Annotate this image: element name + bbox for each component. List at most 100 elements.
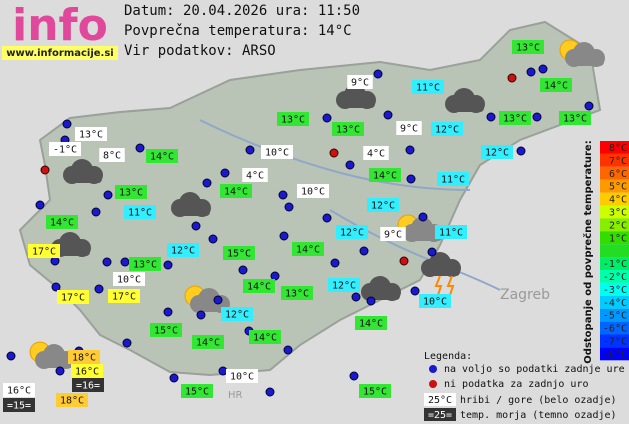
station-label-box (220, 184, 252, 198)
station-label-box (68, 350, 100, 364)
station-label-box (396, 121, 422, 135)
cloud-part (406, 233, 442, 241)
station-label-box (297, 184, 329, 198)
station-dot (208, 234, 218, 244)
country-code: HR (228, 390, 243, 401)
station-dot (410, 286, 420, 296)
legend-mountain-box (424, 393, 456, 406)
cloud-part (193, 304, 229, 312)
station-dot (359, 246, 369, 256)
scale-cell (600, 166, 629, 180)
cloud-icon (35, 344, 75, 369)
scale-title: Odstopanje od povprečne temperature: (582, 140, 594, 363)
station-dot (322, 113, 332, 123)
station-label: 15°C (185, 387, 209, 398)
station-label-box (437, 172, 469, 186)
legend-dot-blue (429, 365, 437, 373)
station-label-box (57, 290, 89, 304)
station-dot-missing (329, 148, 339, 158)
station-label-box (363, 146, 389, 160)
legend-sea-text: temp. morja (temno ozadje) (460, 410, 617, 421)
scale-cell (600, 179, 629, 193)
station-dot (516, 146, 526, 156)
station-label-box (226, 369, 258, 383)
station-label-box (367, 198, 399, 212)
scale-cell (600, 153, 629, 167)
scale-cell (600, 347, 629, 361)
station-label: 10°C (423, 297, 447, 308)
station-label: 17°C (112, 292, 136, 303)
station-dot (62, 119, 72, 129)
station-label: 10°C (117, 275, 141, 286)
cloud-icon (63, 159, 103, 184)
station-label: 14°C (544, 81, 568, 92)
station-dot (373, 69, 383, 79)
station-dot (135, 143, 145, 153)
source-line: Vir podatkov: ARSO (124, 43, 276, 59)
cloud-icon (190, 288, 230, 313)
scale-label: 3°C (609, 207, 627, 218)
cloud-icon (336, 84, 376, 109)
station-label-box (481, 145, 513, 159)
station-label-box (72, 378, 104, 392)
station-dot (120, 257, 130, 267)
station-label: 4°C (367, 149, 385, 160)
station-dot (345, 160, 355, 170)
station-dot (35, 200, 45, 210)
station-label: 17°C (32, 247, 56, 258)
station-label: 9°C (400, 124, 418, 135)
scale-label: -6°C (603, 324, 627, 335)
scale-cell (600, 257, 629, 270)
station-label-box (99, 148, 125, 162)
station-label: 15°C (363, 387, 387, 398)
cloud-part (54, 248, 90, 256)
station-label-box (347, 75, 373, 89)
station-label-box (150, 323, 182, 337)
cloud-part (174, 208, 210, 216)
station-label-box (277, 112, 309, 126)
station-label: 9°C (384, 230, 402, 241)
station-dot (50, 256, 60, 266)
station-label-box (167, 243, 199, 257)
station-dot (163, 307, 173, 317)
scale-cell (600, 334, 629, 348)
station-label-box (242, 168, 268, 182)
station-dot-missing (40, 165, 50, 175)
station-dot (427, 247, 437, 257)
scale-label: 6°C (609, 169, 627, 180)
station-label: 14°C (150, 152, 174, 163)
station-label: 12°C (225, 310, 249, 321)
station-label-box (71, 364, 103, 378)
station-label: 8°C (103, 151, 121, 162)
station-dot (278, 190, 288, 200)
station-dot (55, 366, 65, 376)
river (199, 119, 471, 191)
station-label: 12°C (171, 246, 195, 257)
cloud-icon (565, 42, 605, 67)
scale-cell (600, 282, 629, 296)
station-label: 13°C (503, 114, 527, 125)
legend-mountain-sample: 25°C (428, 395, 452, 406)
scale-label: -2°C (603, 272, 627, 283)
station-label-box (56, 393, 88, 407)
station-label-box (249, 330, 281, 344)
cloud-part (38, 360, 74, 368)
station-label: 13°C (133, 260, 157, 271)
station-label-box (115, 185, 147, 199)
scale-label: -4°C (603, 298, 627, 309)
site: www.informacije.si (6, 48, 114, 59)
station-label-box (332, 122, 364, 136)
station-label: 12°C (371, 201, 395, 212)
station-label-box (431, 122, 463, 136)
station-dot (196, 310, 206, 320)
station-label: 13°C (281, 115, 305, 126)
station-dot (532, 112, 542, 122)
station-dot (349, 371, 359, 381)
scale-cell (600, 192, 629, 206)
station-dot (163, 260, 173, 270)
station-label: 13°C (516, 43, 540, 54)
station-dot (270, 271, 280, 281)
station-label: 14°C (247, 282, 271, 293)
